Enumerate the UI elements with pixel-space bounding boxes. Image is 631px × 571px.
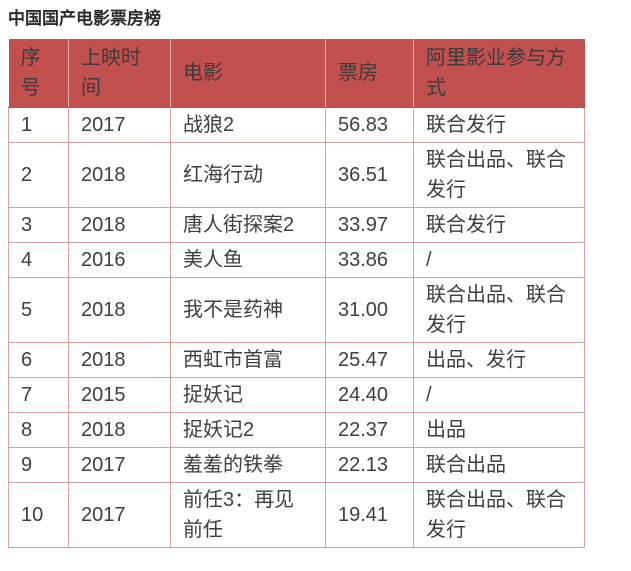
cell-boxoffice: 56.83 [325, 107, 414, 143]
cell-participation: 出品 [413, 412, 585, 448]
cell-year: 2018 [68, 342, 171, 378]
cell-participation: / [413, 242, 585, 278]
cell-boxoffice: 19.41 [325, 482, 414, 548]
cell-year: 2017 [68, 447, 171, 483]
cell-boxoffice: 36.51 [325, 142, 414, 208]
table-row: 4 2016 美人鱼 33.86/ [8, 242, 585, 278]
page-title: 中国国产电影票房榜 [8, 9, 161, 28]
cell-year: 2016 [68, 242, 171, 278]
cell-movie: 战狼2 [170, 107, 326, 143]
cell-movie: 捉妖记2 [170, 412, 326, 448]
table-row: 6 2018 西虹市首富 25.47 出品、发行 [8, 342, 585, 378]
cell-movie: 西虹市首富 [170, 342, 326, 378]
cell-year: 2018 [68, 412, 171, 448]
cell-participation: 联合出品 [413, 447, 585, 483]
cell-boxoffice: 24.40 [325, 377, 414, 413]
table-row: 7 2015 捉妖记 24.40/ [8, 377, 585, 413]
table-row: 3 2018 唐人街探案2 33.97 联合发行 [8, 207, 585, 243]
column-header-participation: 阿里影业参与方式 [413, 39, 585, 108]
table-row: 5 2018 我不是药神 31.00 联合出品、联合发行 [8, 277, 585, 343]
cell-movie: 捉妖记 [170, 377, 326, 413]
cell-year: 2017 [68, 107, 171, 143]
cell-year: 2017 [68, 482, 171, 548]
cell-boxoffice: 22.37 [325, 412, 414, 448]
column-header-boxoffice: 票房 [325, 39, 414, 108]
cell-participation: 联合出品、联合发行 [413, 277, 585, 343]
box-office-table: 序号 上映时间 电影 票房 阿里影业参与方式 1 2017 战狼2 56.83 联合发行 2 201… [8, 39, 585, 548]
column-header-movie: 电影 [170, 39, 326, 108]
cell-year: 2018 [68, 142, 171, 208]
cell-rank: 7 [8, 377, 69, 413]
cell-movie: 我不是药神 [170, 277, 326, 343]
cell-participation: 联合出品、联合发行 [413, 482, 585, 548]
cell-movie: 唐人街探案2 [170, 207, 326, 243]
cell-rank: 9 [8, 447, 69, 483]
cell-rank: 8 [8, 412, 69, 448]
table-row: 1 2017 战狼2 56.83 联合发行 [8, 107, 585, 143]
cell-participation: 联合发行 [413, 207, 585, 243]
cell-movie: 前任3：再见前任 [170, 482, 326, 548]
cell-movie: 红海行动 [170, 142, 326, 208]
table-row: 2 2018 红海行动 36.51 联合出品、联合发行 [8, 142, 585, 208]
cell-rank: 6 [8, 342, 69, 378]
cell-boxoffice: 33.86 [325, 242, 414, 278]
cell-rank: 3 [8, 207, 69, 243]
cell-participation: 联合出品、联合发行 [413, 142, 585, 208]
page: 中国国产电影票房榜 序号 上映时间 电影 票房 阿里影业参与方式 1 2017 战狼2 56.… [8, 9, 585, 548]
column-header-rank: 序号 [8, 39, 69, 108]
cell-participation: 出品、发行 [413, 342, 585, 378]
cell-rank: 10 [8, 482, 69, 548]
cell-movie: 美人鱼 [170, 242, 326, 278]
cell-boxoffice: 22.13 [325, 447, 414, 483]
cell-rank: 1 [8, 107, 69, 143]
cell-rank: 5 [8, 277, 69, 343]
column-header-year: 上映时间 [68, 39, 171, 108]
cell-boxoffice: 31.00 [325, 277, 414, 343]
table-row: 10 2017 前任3：再见前任 19.41 联合出品、联合发行 [8, 482, 585, 548]
cell-rank: 4 [8, 242, 69, 278]
cell-boxoffice: 33.97 [325, 207, 414, 243]
table-row: 9 2017 羞羞的铁拳 22.13 联合出品 [8, 447, 585, 483]
cell-movie: 羞羞的铁拳 [170, 447, 326, 483]
cell-year: 2018 [68, 207, 171, 243]
header-row: 序号 上映时间 电影 票房 阿里影业参与方式 [8, 39, 585, 108]
cell-boxoffice: 25.47 [325, 342, 414, 378]
cell-year: 2015 [68, 377, 171, 413]
table-row: 8 2018 捉妖记2 22.37 出品 [8, 412, 585, 448]
cell-participation: / [413, 377, 585, 413]
cell-rank: 2 [8, 142, 69, 208]
cell-year: 2018 [68, 277, 171, 343]
cell-participation: 联合发行 [413, 107, 585, 143]
